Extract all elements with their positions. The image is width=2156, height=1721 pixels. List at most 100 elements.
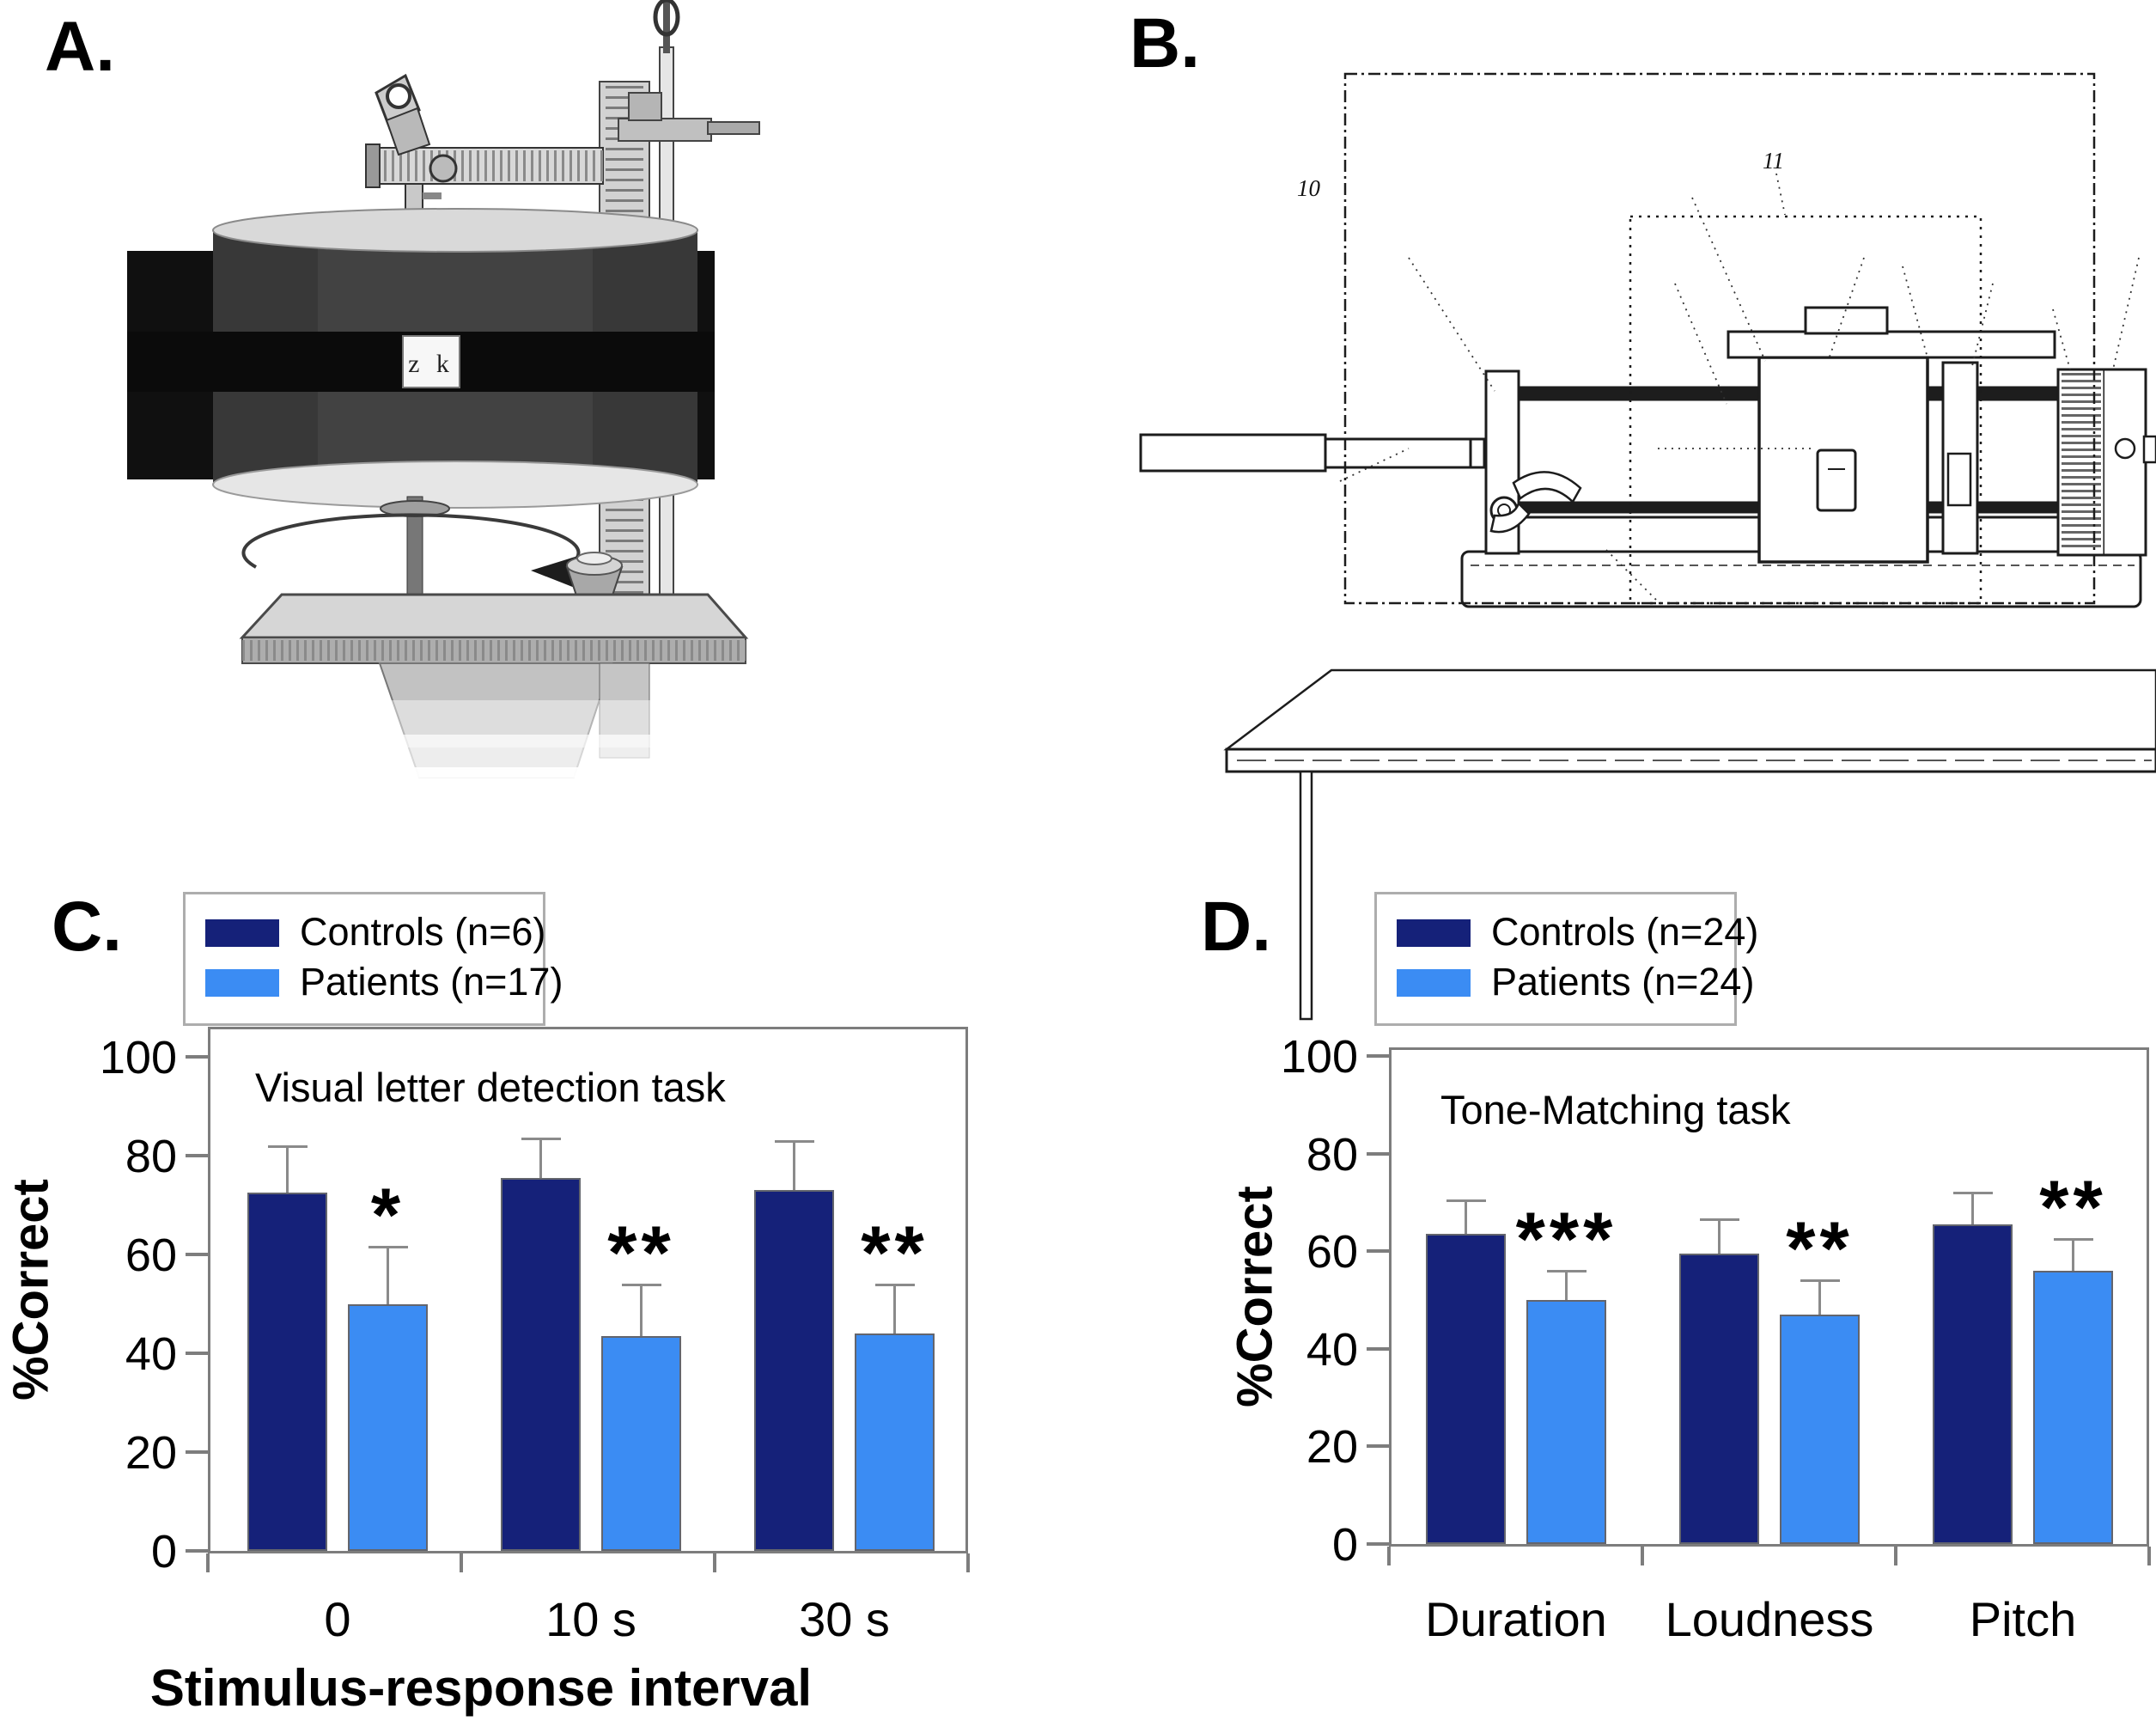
error-bar-stem bbox=[640, 1284, 643, 1336]
panel-c-label: C. bbox=[52, 888, 122, 966]
significance-stars: ** bbox=[1786, 1205, 1854, 1291]
error-bar-stem bbox=[893, 1284, 896, 1333]
y-axis-label: %Correct bbox=[1227, 1186, 1283, 1408]
significance-stars: ** bbox=[607, 1209, 675, 1295]
y-axis-tick-label: 100 bbox=[1280, 1031, 1358, 1083]
x-axis-stub bbox=[206, 1553, 210, 1572]
x-axis-tick bbox=[2147, 1547, 2151, 1565]
legend-swatch-controls bbox=[1397, 919, 1471, 947]
error-bar-cap bbox=[2053, 1238, 2093, 1241]
error-bar-cap bbox=[1699, 1218, 1739, 1222]
y-axis-tick-label: 40 bbox=[1306, 1323, 1358, 1376]
x-category-label: 10 s bbox=[545, 1592, 636, 1646]
significance-stars: *** bbox=[1515, 1195, 1617, 1281]
y-axis-tick bbox=[1367, 1444, 1389, 1449]
chart-title: Tone-Matching task bbox=[1440, 1087, 1791, 1132]
error-bar-cap bbox=[368, 1246, 408, 1249]
left-rod bbox=[1139, 433, 1327, 473]
x-category-label: Duration bbox=[1425, 1592, 1607, 1646]
drum-cylinder: z k bbox=[127, 208, 715, 509]
bar-patients bbox=[1526, 1300, 1606, 1544]
y-axis-tick bbox=[1367, 1346, 1389, 1351]
bar-controls bbox=[1679, 1254, 1759, 1544]
x-axis-stub bbox=[1387, 1547, 1391, 1565]
x-axis-tick bbox=[966, 1553, 970, 1572]
outer-enclosure-number: 10 bbox=[1297, 175, 1321, 201]
error-bar-cap bbox=[1446, 1199, 1486, 1202]
error-bar-stem bbox=[387, 1247, 389, 1304]
error-bar-stem bbox=[1818, 1280, 1821, 1315]
legend-box bbox=[1374, 892, 1737, 1026]
error-bar-cap bbox=[621, 1283, 661, 1286]
panel-d-label: D. bbox=[1201, 888, 1271, 966]
patent-apparatus-illustration: 10 11 bbox=[1139, 72, 2156, 1021]
y-axis-tick-label: 0 bbox=[1331, 1519, 1358, 1571]
x-axis-tick bbox=[1894, 1547, 1897, 1565]
bar-patients bbox=[855, 1333, 935, 1551]
bar-controls bbox=[1426, 1234, 1506, 1544]
legend-swatch-patients bbox=[1397, 969, 1471, 997]
y-axis-tick bbox=[1367, 1054, 1389, 1058]
error-bar-stem bbox=[1565, 1270, 1568, 1300]
error-bar-stem bbox=[1465, 1199, 1467, 1235]
y-axis-tick bbox=[1367, 1542, 1389, 1546]
legend-label-patients: Patients (n=24) bbox=[1491, 960, 1755, 1004]
inner-enclosure-number: 11 bbox=[1763, 148, 1784, 174]
inner-enclosure-dotted-box bbox=[1629, 215, 1982, 605]
y-axis-label: %Correct bbox=[3, 1179, 59, 1401]
error-bar-stem bbox=[1971, 1193, 1974, 1224]
y-axis-tick bbox=[186, 1450, 208, 1454]
x-axis-tick bbox=[713, 1553, 716, 1572]
error-bar-cap bbox=[1546, 1269, 1587, 1272]
bar-chart-tone-matching-plot-frame bbox=[1389, 1047, 2149, 1547]
y-axis-tick-label: 100 bbox=[99, 1032, 177, 1083]
legend-box bbox=[183, 892, 545, 1026]
y-axis-tick-label: 0 bbox=[150, 1526, 177, 1578]
y-axis-tick-label: 60 bbox=[125, 1230, 177, 1281]
bar-controls bbox=[754, 1190, 834, 1551]
stimulus-window bbox=[402, 335, 460, 388]
legend-label-controls: Controls (n=24) bbox=[1491, 910, 1759, 954]
error-bar-stem bbox=[539, 1138, 542, 1178]
stimulus-window-letters: z k bbox=[408, 350, 454, 378]
memory-drum-illustration: z k bbox=[127, 0, 773, 816]
y-axis-tick-label: 20 bbox=[125, 1427, 177, 1479]
legend-label-controls: Controls (n=6) bbox=[300, 910, 546, 954]
bar-controls bbox=[501, 1177, 581, 1551]
y-axis-tick-label: 40 bbox=[125, 1328, 177, 1380]
y-axis-tick-label: 20 bbox=[1306, 1421, 1358, 1474]
x-axis-title: Stimulus-response interval bbox=[149, 1659, 813, 1717]
error-bar-stem bbox=[2072, 1239, 2074, 1271]
x-category-label: 30 s bbox=[799, 1592, 890, 1646]
significance-stars: ** bbox=[2039, 1164, 2107, 1249]
y-axis-tick-label: 80 bbox=[125, 1131, 177, 1182]
error-bar-cap bbox=[1800, 1279, 1840, 1283]
legend-swatch-controls bbox=[205, 919, 279, 947]
error-bar-stem bbox=[793, 1140, 795, 1191]
significance-stars: * bbox=[370, 1172, 405, 1258]
table bbox=[1223, 668, 2156, 1021]
x-axis-tick bbox=[460, 1553, 463, 1572]
chart-title: Visual letter detection task bbox=[255, 1065, 726, 1110]
rotation-arrow-arc bbox=[241, 513, 581, 576]
error-bar-cap bbox=[874, 1283, 915, 1286]
bar-controls bbox=[1933, 1224, 2013, 1544]
panel-b-label: B. bbox=[1130, 4, 1200, 82]
error-bar-cap bbox=[267, 1144, 308, 1148]
panel-a-label: A. bbox=[45, 8, 115, 86]
x-category-label: 0 bbox=[324, 1592, 351, 1646]
error-bar-stem bbox=[286, 1145, 289, 1193]
bar-chart-visual-letter-plot-frame bbox=[208, 1027, 968, 1553]
y-axis-tick bbox=[186, 1253, 208, 1256]
bar-patients bbox=[601, 1335, 681, 1551]
x-category-label: Pitch bbox=[1969, 1592, 2077, 1646]
x-axis-tick bbox=[1641, 1547, 1644, 1565]
y-axis-tick-label: 60 bbox=[1306, 1226, 1358, 1279]
error-bar-cap bbox=[774, 1139, 814, 1143]
apparatus-body bbox=[1139, 306, 2156, 608]
bar-patients bbox=[2033, 1270, 2113, 1544]
bar-patients bbox=[348, 1303, 428, 1551]
y-axis-tick-label: 80 bbox=[1306, 1128, 1358, 1181]
drum-base bbox=[223, 496, 773, 816]
